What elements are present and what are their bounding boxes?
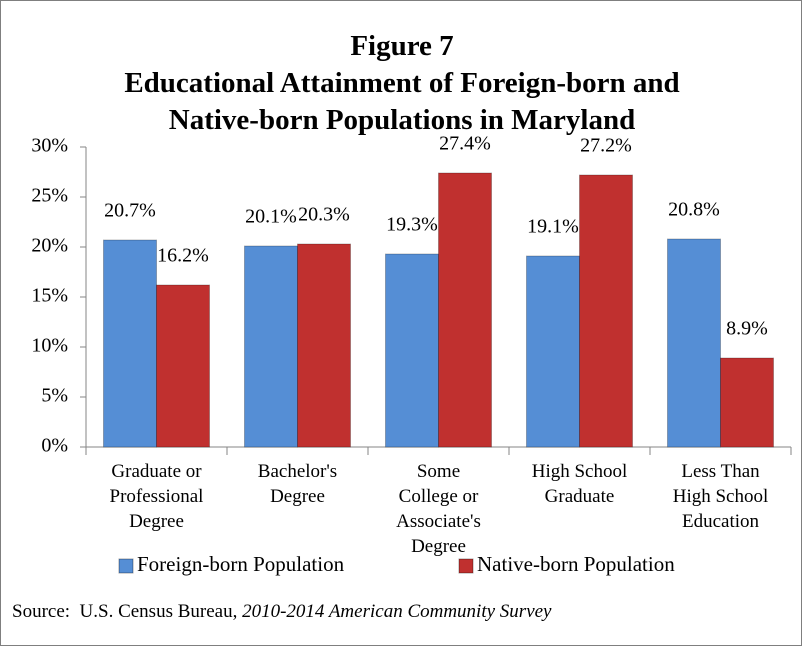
data-label: 20.7%	[104, 200, 156, 222]
data-label: 20.8%	[668, 199, 720, 221]
y-tick-label: 15%	[31, 285, 68, 307]
x-tick-label: Graduate or Professional Degree	[109, 461, 204, 532]
bar	[103, 239, 157, 448]
bar	[156, 284, 210, 448]
y-tick-label: 30%	[31, 135, 68, 157]
y-tick-label: 0%	[41, 435, 68, 457]
y-tick-label: 25%	[31, 185, 68, 207]
bar	[667, 238, 721, 448]
data-label: 16.2%	[157, 245, 209, 267]
source-note: Source: U.S. Census Bureau, 2010-2014 Am…	[12, 601, 552, 623]
x-tick-label: Bachelor's Degree	[257, 461, 338, 507]
data-label: 27.4%	[439, 133, 491, 155]
bar	[579, 174, 633, 448]
bar	[297, 243, 351, 448]
bar	[720, 357, 774, 448]
x-tick-label: Less Than High School Education	[672, 461, 769, 532]
data-label: 19.3%	[386, 214, 438, 236]
data-label: 27.2%	[580, 135, 632, 157]
chart-title: Figure 7	[350, 30, 454, 62]
legend-label: Native-born Population	[477, 552, 675, 576]
legend-swatch	[118, 558, 134, 574]
data-label: 20.1%	[245, 206, 297, 228]
y-tick-label: 10%	[31, 335, 68, 357]
chart-title-block: Figure 7 Educational Attainment of Forei…	[1, 28, 801, 139]
bar	[244, 245, 298, 448]
bar	[438, 172, 492, 448]
data-label: 19.1%	[527, 216, 579, 238]
data-label: 20.3%	[298, 204, 350, 226]
legend-swatch	[458, 558, 474, 574]
bar	[526, 255, 580, 448]
x-tick-label: High School Graduate	[531, 461, 628, 507]
bar	[385, 253, 439, 448]
legend-label: Foreign-born Population	[137, 552, 345, 576]
source-title: 2010-2014 American Community Survey	[242, 601, 552, 622]
source-text: Source: U.S. Census Bureau,	[12, 601, 243, 622]
x-tick-label: Some College or Associate's Degree	[396, 461, 481, 557]
y-tick-label: 5%	[41, 385, 68, 407]
chart-subtitle: Educational Attainment of Foreign-born a…	[124, 67, 680, 136]
y-tick-label: 20%	[31, 235, 68, 257]
data-label: 8.9%	[726, 318, 768, 340]
